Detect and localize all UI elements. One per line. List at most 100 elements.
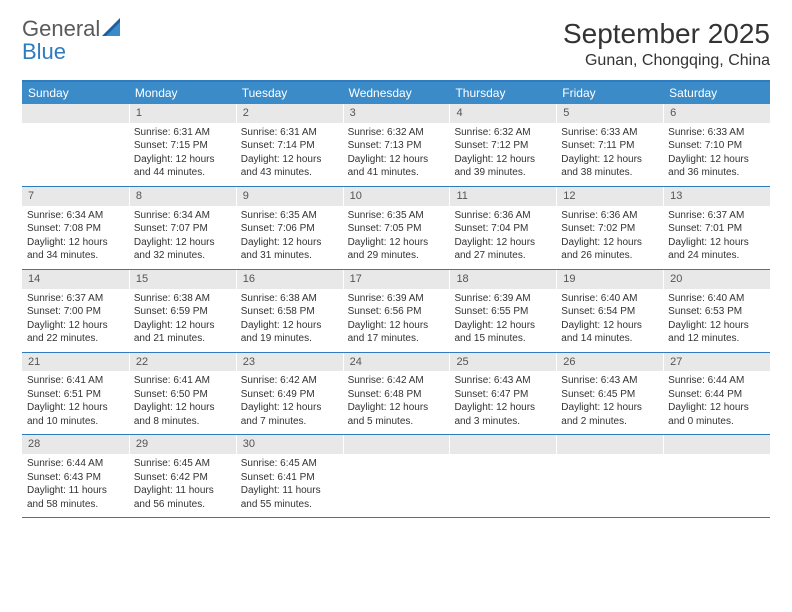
cell-day-number: 4	[449, 104, 556, 123]
cell-day-number: 7	[22, 187, 129, 206]
daylight-line: Daylight: 12 hours and 26 minutes.	[561, 236, 658, 263]
cell-day-number	[663, 435, 770, 454]
sunset-line: Sunset: 7:07 PM	[134, 222, 231, 236]
calendar-cell: 4Sunrise: 6:32 AMSunset: 7:12 PMDaylight…	[449, 104, 556, 186]
cell-body: Sunrise: 6:44 AMSunset: 6:43 PMDaylight:…	[22, 454, 129, 517]
sunset-line: Sunset: 7:11 PM	[561, 139, 658, 153]
sunrise-line: Sunrise: 6:45 AM	[241, 457, 338, 471]
sunrise-line: Sunrise: 6:33 AM	[561, 126, 658, 140]
sunset-line: Sunset: 7:06 PM	[241, 222, 338, 236]
sunset-line: Sunset: 7:05 PM	[348, 222, 445, 236]
logo-text-general: General	[22, 16, 100, 41]
daylight-line: Daylight: 12 hours and 36 minutes.	[668, 153, 765, 180]
calendar-cell: 22Sunrise: 6:41 AMSunset: 6:50 PMDayligh…	[129, 353, 236, 435]
sunrise-line: Sunrise: 6:44 AM	[668, 374, 765, 388]
daylight-line: Daylight: 12 hours and 44 minutes.	[134, 153, 231, 180]
cell-day-number: 29	[129, 435, 236, 454]
logo: General Blue	[22, 18, 124, 64]
cell-body	[663, 454, 770, 514]
cell-day-number: 20	[663, 270, 770, 289]
sunrise-line: Sunrise: 6:34 AM	[27, 209, 124, 223]
calendar-cell: 29Sunrise: 6:45 AMSunset: 6:42 PMDayligh…	[129, 435, 236, 517]
calendar-cell: 18Sunrise: 6:39 AMSunset: 6:55 PMDayligh…	[449, 270, 556, 352]
sunset-line: Sunset: 7:13 PM	[348, 139, 445, 153]
cell-body: Sunrise: 6:33 AMSunset: 7:10 PMDaylight:…	[663, 123, 770, 186]
logo-text-blue: Blue	[22, 39, 66, 64]
sunrise-line: Sunrise: 6:38 AM	[241, 292, 338, 306]
daylight-line: Daylight: 12 hours and 17 minutes.	[348, 319, 445, 346]
daylight-line: Daylight: 12 hours and 5 minutes.	[348, 401, 445, 428]
daylight-line: Daylight: 12 hours and 15 minutes.	[454, 319, 551, 346]
calendar-cell	[22, 104, 129, 186]
cell-day-number: 25	[449, 353, 556, 372]
daylight-line: Daylight: 11 hours and 55 minutes.	[241, 484, 338, 511]
daylight-line: Daylight: 12 hours and 32 minutes.	[134, 236, 231, 263]
title-block: September 2025 Gunan, Chongqing, China	[563, 18, 770, 70]
cell-day-number: 14	[22, 270, 129, 289]
sunset-line: Sunset: 7:00 PM	[27, 305, 124, 319]
cell-day-number: 22	[129, 353, 236, 372]
calendar-week: 7Sunrise: 6:34 AMSunset: 7:08 PMDaylight…	[22, 187, 770, 270]
sunset-line: Sunset: 6:47 PM	[454, 388, 551, 402]
calendar-cell: 11Sunrise: 6:36 AMSunset: 7:04 PMDayligh…	[449, 187, 556, 269]
daylight-line: Daylight: 12 hours and 7 minutes.	[241, 401, 338, 428]
daylight-line: Daylight: 12 hours and 38 minutes.	[561, 153, 658, 180]
cell-body: Sunrise: 6:42 AMSunset: 6:48 PMDaylight:…	[343, 371, 450, 434]
cell-day-number: 23	[236, 353, 343, 372]
cell-body: Sunrise: 6:31 AMSunset: 7:15 PMDaylight:…	[129, 123, 236, 186]
page-title: September 2025	[563, 18, 770, 50]
daylight-line: Daylight: 12 hours and 19 minutes.	[241, 319, 338, 346]
sunrise-line: Sunrise: 6:43 AM	[561, 374, 658, 388]
calendar-cell: 15Sunrise: 6:38 AMSunset: 6:59 PMDayligh…	[129, 270, 236, 352]
cell-day-number: 2	[236, 104, 343, 123]
cell-day-number: 17	[343, 270, 450, 289]
sunrise-line: Sunrise: 6:35 AM	[348, 209, 445, 223]
cell-day-number	[449, 435, 556, 454]
cell-day-number: 12	[556, 187, 663, 206]
sunrise-line: Sunrise: 6:31 AM	[241, 126, 338, 140]
sunset-line: Sunset: 6:41 PM	[241, 471, 338, 485]
sunrise-line: Sunrise: 6:45 AM	[134, 457, 231, 471]
cell-body: Sunrise: 6:34 AMSunset: 7:08 PMDaylight:…	[22, 206, 129, 269]
sunrise-line: Sunrise: 6:39 AM	[454, 292, 551, 306]
calendar-cell: 2 Sunrise: 6:31 AMSunset: 7:14 PMDaylight…	[236, 104, 343, 186]
daylight-line: Daylight: 12 hours and 43 minutes.	[241, 153, 338, 180]
sunset-line: Sunset: 7:12 PM	[454, 139, 551, 153]
cell-day-number: 9	[236, 187, 343, 206]
calendar-cell: 10Sunrise: 6:35 AMSunset: 7:05 PMDayligh…	[343, 187, 450, 269]
cell-body: Sunrise: 6:37 AMSunset: 7:01 PMDaylight:…	[663, 206, 770, 269]
cell-body: Sunrise: 6:39 AMSunset: 6:56 PMDaylight:…	[343, 289, 450, 352]
sunset-line: Sunset: 6:48 PM	[348, 388, 445, 402]
cell-day-number: 19	[556, 270, 663, 289]
cell-body: Sunrise: 6:32 AMSunset: 7:13 PMDaylight:…	[343, 123, 450, 186]
cell-day-number: 5	[556, 104, 663, 123]
calendar-cell: 12Sunrise: 6:36 AMSunset: 7:02 PMDayligh…	[556, 187, 663, 269]
cell-day-number: 6	[663, 104, 770, 123]
daylight-line: Daylight: 12 hours and 8 minutes.	[134, 401, 231, 428]
daylight-line: Daylight: 12 hours and 29 minutes.	[348, 236, 445, 263]
sunrise-line: Sunrise: 6:32 AM	[454, 126, 551, 140]
sunrise-line: Sunrise: 6:33 AM	[668, 126, 765, 140]
sunrise-line: Sunrise: 6:44 AM	[27, 457, 124, 471]
daylight-line: Daylight: 12 hours and 14 minutes.	[561, 319, 658, 346]
sunset-line: Sunset: 7:01 PM	[668, 222, 765, 236]
daylight-line: Daylight: 12 hours and 3 minutes.	[454, 401, 551, 428]
sunrise-line: Sunrise: 6:37 AM	[668, 209, 765, 223]
cell-body: Sunrise: 6:35 AMSunset: 7:06 PMDaylight:…	[236, 206, 343, 269]
cell-body: Sunrise: 6:35 AMSunset: 7:05 PMDaylight:…	[343, 206, 450, 269]
calendar-cell: 16Sunrise: 6:38 AMSunset: 6:58 PMDayligh…	[236, 270, 343, 352]
cell-body: Sunrise: 6:38 AMSunset: 6:59 PMDaylight:…	[129, 289, 236, 352]
cell-body: Sunrise: 6:36 AMSunset: 7:04 PMDaylight:…	[449, 206, 556, 269]
sunset-line: Sunset: 6:56 PM	[348, 305, 445, 319]
sunset-line: Sunset: 6:43 PM	[27, 471, 124, 485]
sunset-line: Sunset: 7:14 PM	[241, 139, 338, 153]
day-header: Tuesday	[236, 82, 343, 104]
cell-day-number: 24	[343, 353, 450, 372]
sunset-line: Sunset: 7:15 PM	[134, 139, 231, 153]
day-header: Sunday	[22, 82, 129, 104]
location: Gunan, Chongqing, China	[563, 52, 770, 70]
sunset-line: Sunset: 6:44 PM	[668, 388, 765, 402]
sunset-line: Sunset: 6:58 PM	[241, 305, 338, 319]
calendar-cell: 3Sunrise: 6:32 AMSunset: 7:13 PMDaylight…	[343, 104, 450, 186]
calendar-cell: 24Sunrise: 6:42 AMSunset: 6:48 PMDayligh…	[343, 353, 450, 435]
